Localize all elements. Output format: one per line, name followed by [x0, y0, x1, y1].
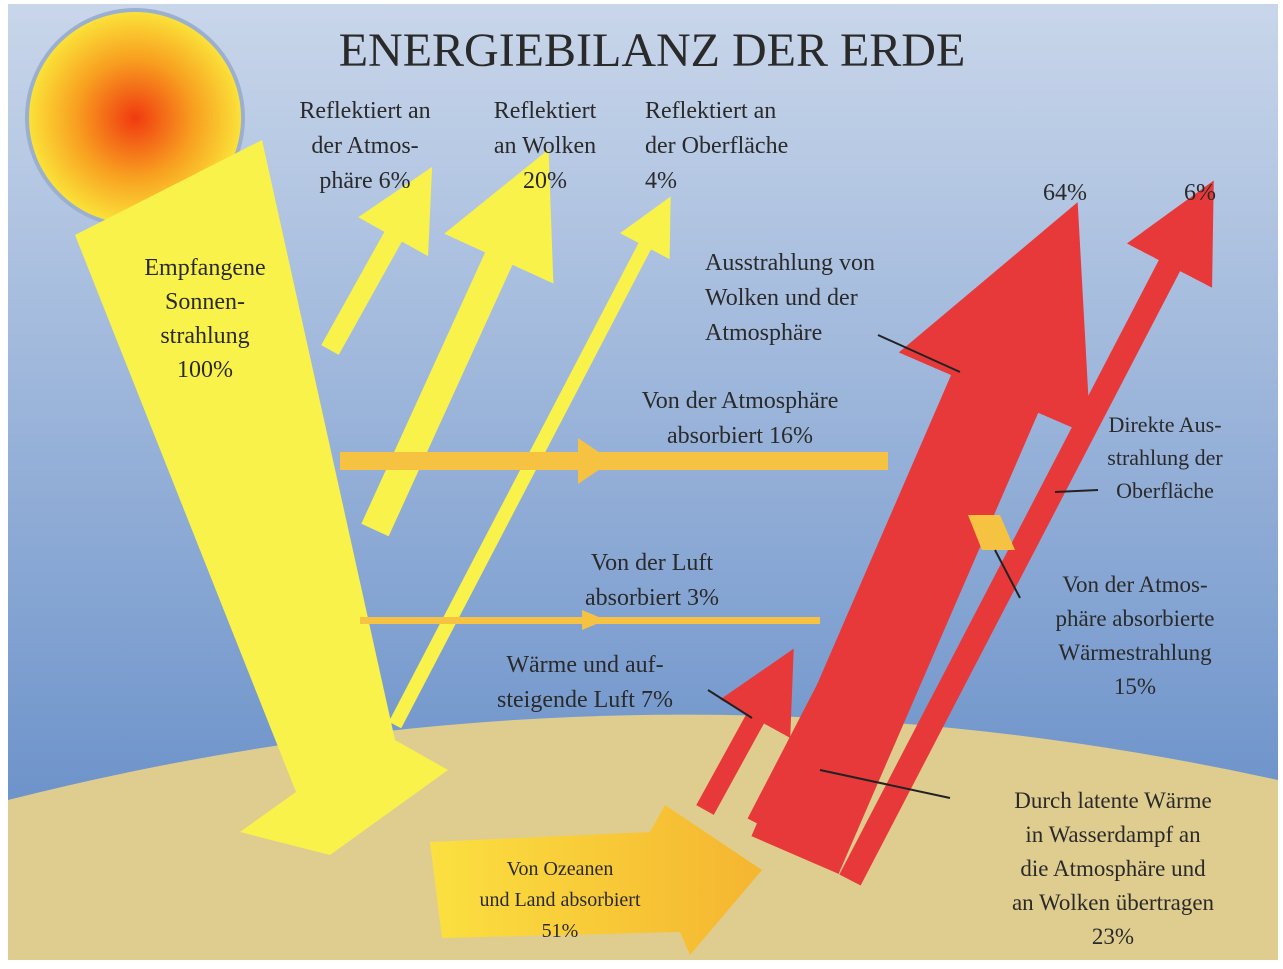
absorbed-arrows	[340, 438, 888, 955]
label-line: in Wasserdampf an	[1025, 822, 1201, 847]
label-reflected-atmosphere: Reflektiert an der Atmos-phäre 6%	[299, 98, 430, 194]
absorbed-heat-band	[968, 515, 1015, 550]
emission-arrows	[696, 180, 1214, 886]
label-line: Wolken und der	[705, 285, 858, 311]
label-line: Von der Atmos-	[1062, 572, 1207, 597]
label-line: Von der Luft	[591, 550, 714, 576]
label-line: Ausstrahlung von	[705, 250, 875, 276]
label-line: Empfangene	[144, 255, 265, 281]
label-line: 6%	[1184, 180, 1216, 206]
label-absorbed-air: Von der Luft absorbiert 3%	[585, 550, 719, 611]
label-line: Wärme und auf-	[506, 652, 663, 678]
label-direct-top: 6%	[1184, 180, 1216, 206]
label-line: Sonnen-	[165, 289, 245, 315]
label-line: Wärmestrahlung	[1058, 640, 1212, 665]
label-line: 64%	[1043, 180, 1087, 206]
label-line: Durch latente Wärme	[1014, 788, 1212, 813]
label-line: phäre absorbierte	[1055, 606, 1214, 631]
label-line: Von der Atmosphäre	[642, 388, 839, 414]
label-reflected-surface: Reflektiert an der Oberfläche 4%	[645, 98, 788, 194]
label-line: und Land absorbiert	[479, 889, 641, 911]
label-line: 51%	[542, 920, 579, 942]
reflected-arrows	[321, 149, 671, 729]
label-line: Von Ozeanen	[507, 858, 614, 880]
label-line: die Atmosphäre und	[1020, 856, 1206, 881]
label-received: Empfangene Sonnen-strahlung 100%	[144, 255, 265, 383]
label-line: steigende Luft 7%	[497, 687, 673, 713]
label-latent: Durch latente Wärme in Wasserdampf an die …	[1012, 788, 1215, 949]
label-line: strahlung	[160, 323, 249, 349]
label-line: Reflektiert an	[645, 98, 776, 124]
label-line: Direkte Aus-	[1108, 412, 1221, 437]
label-line: der Atmos-	[311, 133, 418, 159]
label-line: 20%	[523, 168, 567, 194]
label-line: der Oberfläche	[645, 133, 788, 159]
title: ENERGIEBILANZ DER ERDE	[339, 24, 966, 77]
label-heat-air: Wärme und auf-steigende Luft 7%	[497, 652, 673, 713]
label-direct-surface: Direkte Aus-strahlung der Oberfläche	[1107, 412, 1223, 503]
label-line: phäre 6%	[319, 168, 410, 194]
label-line: absorbiert 3%	[585, 585, 719, 611]
label-line: Reflektiert	[494, 98, 597, 124]
label-reflected-clouds: Reflektiert an Wolken 20%	[494, 98, 597, 194]
label-emission-top: 64%	[1043, 180, 1087, 206]
label-line: an Wolken	[494, 133, 596, 159]
label-line: Oberfläche	[1116, 478, 1214, 503]
labels: Empfangene Sonnen-strahlung 100% Reflektier…	[144, 98, 1223, 949]
label-line: 100%	[177, 357, 233, 383]
label-line: 23%	[1092, 924, 1134, 949]
label-line: an Wolken übertragen	[1012, 890, 1215, 915]
label-line: strahlung der	[1107, 445, 1223, 470]
label-absorbed-atmosphere: Von der Atmosphäre absorbiert 16%	[642, 388, 839, 449]
label-line: 4%	[645, 168, 677, 194]
label-absorbed-heat: Von der Atmos-phäre absorbierte Wärmestra…	[1055, 572, 1214, 699]
label-line: Reflektiert an	[299, 98, 430, 124]
label-emission-clouds: Ausstrahlung von Wolken und der Atmosphäre	[705, 250, 875, 346]
label-line: absorbiert 16%	[667, 423, 813, 449]
label-line: 15%	[1114, 674, 1156, 699]
incoming-arrow	[75, 140, 448, 855]
label-absorbed-ground: Von Ozeanen und Land absorbiert 51%	[479, 858, 641, 942]
label-line: Atmosphäre	[705, 320, 822, 346]
pointer-lines	[707, 334, 1099, 799]
